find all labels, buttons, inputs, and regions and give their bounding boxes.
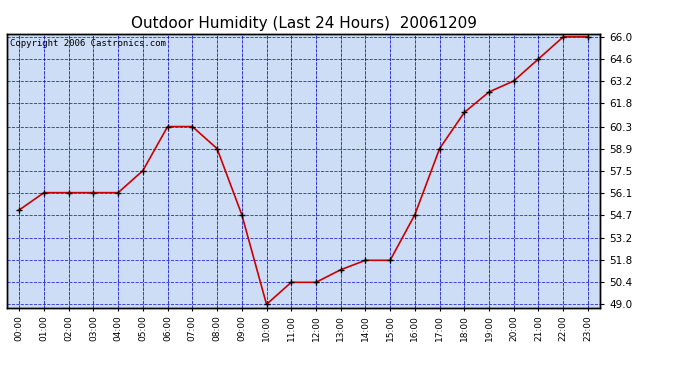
Title: Outdoor Humidity (Last 24 Hours)  20061209: Outdoor Humidity (Last 24 Hours) 2006120… xyxy=(130,16,477,31)
Text: Copyright 2006 Castronics.com: Copyright 2006 Castronics.com xyxy=(10,39,166,48)
